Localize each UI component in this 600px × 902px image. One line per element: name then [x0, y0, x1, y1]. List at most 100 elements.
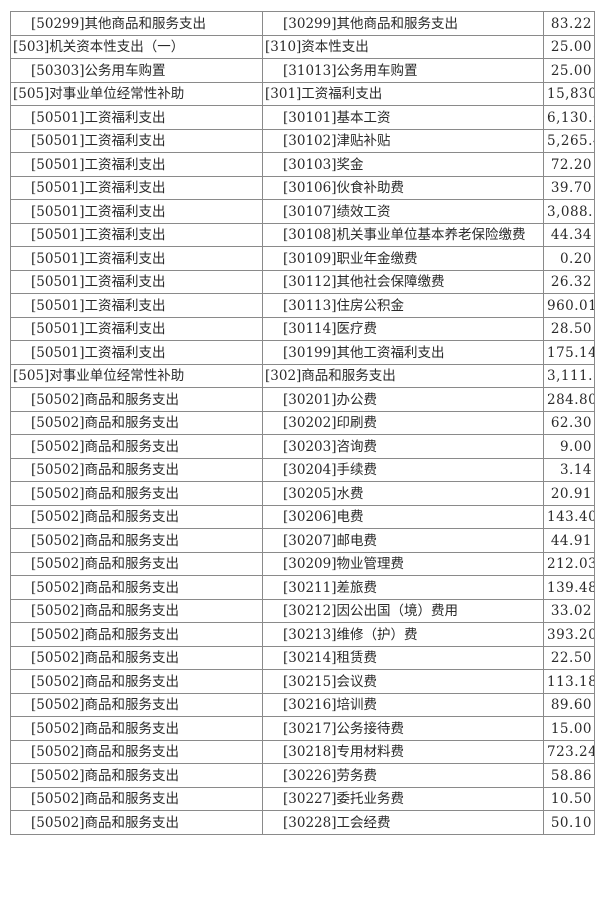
- amount-cell: 44.34: [543, 222, 595, 247]
- amount-cell: 83.22: [543, 11, 595, 36]
- table-row: [50502]商品和服务支出 [30216]培训费 89.60: [10, 692, 595, 717]
- functional-category-cell: [50299]其他商品和服务支出: [10, 11, 263, 36]
- functional-category-cell: [50501]工资福利支出: [10, 175, 263, 200]
- amount-cell: 72.20: [543, 152, 595, 177]
- table-row: [50502]商品和服务支出 [30205]水费 20.91: [10, 481, 595, 506]
- economic-category-cell: [30107]绩效工资: [262, 199, 544, 224]
- amount-cell: 58.86: [543, 763, 595, 788]
- amount-cell: 44.91: [543, 528, 595, 553]
- functional-category-cell: [505]对事业单位经常性补助: [10, 81, 263, 106]
- table-row: [503]机关资本性支出（一） [310]资本性支出 25.00: [10, 34, 595, 59]
- amount-cell: 62.30: [543, 410, 595, 435]
- amount-cell: 15,830.08: [543, 81, 595, 106]
- functional-category-cell: [50502]商品和服务支出: [10, 434, 263, 459]
- table-body: [50299]其他商品和服务支出 [30299]其他商品和服务支出 83.22 [50…: [10, 11, 595, 835]
- amount-cell: 393.20: [543, 622, 595, 647]
- functional-category-cell: [50501]工资福利支出: [10, 269, 263, 294]
- amount-cell: 143.40: [543, 504, 595, 529]
- economic-category-cell: [30199]其他工资福利支出: [262, 340, 544, 365]
- table-row: [50502]商品和服务支出 [30218]专用材料费 723.24: [10, 739, 595, 764]
- functional-category-cell: [50502]商品和服务支出: [10, 504, 263, 529]
- functional-category-cell: [50501]工资福利支出: [10, 293, 263, 318]
- amount-cell: 960.01: [543, 293, 595, 318]
- table-row: [50502]商品和服务支出 [30201]办公费 284.80: [10, 387, 595, 412]
- amount-cell: 113.18: [543, 669, 595, 694]
- table-row: [50502]商品和服务支出 [30227]委托业务费 10.50: [10, 786, 595, 811]
- functional-category-cell: [50502]商品和服务支出: [10, 786, 263, 811]
- economic-category-cell: [30205]水费: [262, 481, 544, 506]
- amount-cell: 20.91: [543, 481, 595, 506]
- amount-cell: 6,130.05: [543, 105, 595, 130]
- table-row: [50502]商品和服务支出 [30226]劳务费 58.86: [10, 763, 595, 788]
- functional-category-cell: [50502]商品和服务支出: [10, 481, 263, 506]
- table-row: [50299]其他商品和服务支出 [30299]其他商品和服务支出 83.22: [10, 11, 595, 36]
- amount-cell: 139.48: [543, 575, 595, 600]
- functional-category-cell: [50502]商品和服务支出: [10, 575, 263, 600]
- economic-category-cell: [30215]会议费: [262, 669, 544, 694]
- amount-cell: 3,111.81: [543, 363, 595, 388]
- functional-category-cell: [50502]商品和服务支出: [10, 387, 263, 412]
- economic-category-cell: [30218]专用材料费: [262, 739, 544, 764]
- economic-category-cell: [30227]委托业务费: [262, 786, 544, 811]
- amount-cell: 9.00: [543, 434, 595, 459]
- economic-category-cell: [30103]奖金: [262, 152, 544, 177]
- economic-category-cell: [30112]其他社会保障缴费: [262, 269, 544, 294]
- functional-category-cell: [50501]工资福利支出: [10, 128, 263, 153]
- amount-cell: 39.70: [543, 175, 595, 200]
- table-row: [50502]商品和服务支出 [30207]邮电费 44.91: [10, 528, 595, 553]
- budget-expenditure-table: [50299]其他商品和服务支出 [30299]其他商品和服务支出 83.22 [50…: [10, 11, 595, 835]
- table-row: [50501]工资福利支出 [30108]机关事业单位基本养老保险缴费 44.34: [10, 222, 595, 247]
- table-row: [50502]商品和服务支出 [30212]因公出国（境）费用 33.02: [10, 598, 595, 623]
- economic-category-cell: [31013]公务用车购置: [262, 58, 544, 83]
- economic-category-cell: [301]工资福利支出: [262, 81, 544, 106]
- table-row: [50502]商品和服务支出 [30202]印刷费 62.30: [10, 410, 595, 435]
- functional-category-cell: [50502]商品和服务支出: [10, 739, 263, 764]
- table-row: [50501]工资福利支出 [30109]职业年金缴费 0.20: [10, 246, 595, 271]
- economic-category-cell: [310]资本性支出: [262, 34, 544, 59]
- amount-cell: 89.60: [543, 692, 595, 717]
- functional-category-cell: [50501]工资福利支出: [10, 199, 263, 224]
- amount-cell: 284.80: [543, 387, 595, 412]
- economic-category-cell: [30214]租赁费: [262, 645, 544, 670]
- table-row: [50501]工资福利支出 [30106]伙食补助费 39.70: [10, 175, 595, 200]
- amount-cell: 33.02: [543, 598, 595, 623]
- table-row: [50501]工资福利支出 [30112]其他社会保障缴费 26.32: [10, 269, 595, 294]
- table-row: [50502]商品和服务支出 [30209]物业管理费 212.03: [10, 551, 595, 576]
- economic-category-cell: [30226]劳务费: [262, 763, 544, 788]
- functional-category-cell: [503]机关资本性支出（一）: [10, 34, 263, 59]
- economic-category-cell: [30299]其他商品和服务支出: [262, 11, 544, 36]
- amount-cell: 26.32: [543, 269, 595, 294]
- table-row: [50502]商品和服务支出 [30215]会议费 113.18: [10, 669, 595, 694]
- economic-category-cell: [30101]基本工资: [262, 105, 544, 130]
- table-row: [50501]工资福利支出 [30113]住房公积金 960.01: [10, 293, 595, 318]
- amount-cell: 3,088.18: [543, 199, 595, 224]
- table-row: [50502]商品和服务支出 [30213]维修（护）费 393.20: [10, 622, 595, 647]
- functional-category-cell: [50501]工资福利支出: [10, 246, 263, 271]
- functional-category-cell: [50502]商品和服务支出: [10, 692, 263, 717]
- functional-category-cell: [50502]商品和服务支出: [10, 810, 263, 835]
- functional-category-cell: [50501]工资福利支出: [10, 222, 263, 247]
- functional-category-cell: [505]对事业单位经常性补助: [10, 363, 263, 388]
- table-row: [50502]商品和服务支出 [30211]差旅费 139.48: [10, 575, 595, 600]
- economic-category-cell: [30114]医疗费: [262, 316, 544, 341]
- economic-category-cell: [30209]物业管理费: [262, 551, 544, 576]
- functional-category-cell: [50501]工资福利支出: [10, 340, 263, 365]
- amount-cell: 25.00: [543, 34, 595, 59]
- economic-category-cell: [30109]职业年金缴费: [262, 246, 544, 271]
- functional-category-cell: [50502]商品和服务支出: [10, 645, 263, 670]
- functional-category-cell: [50502]商品和服务支出: [10, 716, 263, 741]
- functional-category-cell: [50303]公务用车购置: [10, 58, 263, 83]
- amount-cell: 3.14: [543, 457, 595, 482]
- table-row: [50502]商品和服务支出 [30203]咨询费 9.00: [10, 434, 595, 459]
- functional-category-cell: [50502]商品和服务支出: [10, 551, 263, 576]
- table-row: [50502]商品和服务支出 [30206]电费 143.40: [10, 504, 595, 529]
- table-row: [50502]商品和服务支出 [30214]租赁费 22.50: [10, 645, 595, 670]
- table-row: [50303]公务用车购置 [31013]公务用车购置 25.00: [10, 58, 595, 83]
- functional-category-cell: [50501]工资福利支出: [10, 105, 263, 130]
- economic-category-cell: [30203]咨询费: [262, 434, 544, 459]
- amount-cell: 723.24: [543, 739, 595, 764]
- amount-cell: 175.14: [543, 340, 595, 365]
